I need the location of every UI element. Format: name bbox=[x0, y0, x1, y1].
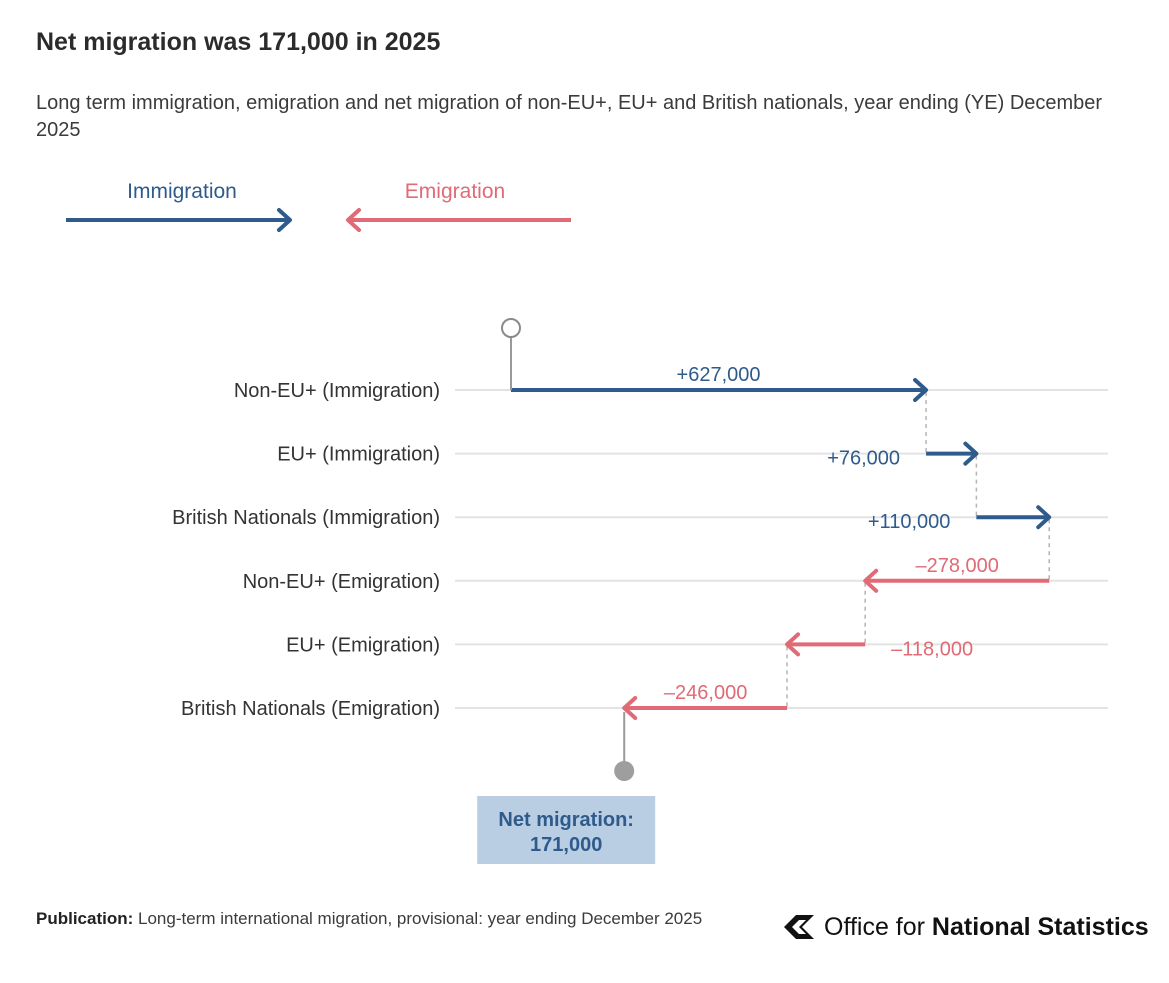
legend-emigration-label: Emigration bbox=[405, 180, 505, 203]
legend-immigration-label: Immigration bbox=[127, 180, 237, 203]
publication-text: Long-term international migration, provi… bbox=[138, 909, 703, 928]
net-migration-label: Net migration: bbox=[498, 809, 634, 831]
waterfall-arrowhead-1 bbox=[913, 378, 929, 402]
value-label-2: +76,000 bbox=[827, 448, 900, 470]
publication-note: Publication: Long-term international mig… bbox=[36, 906, 766, 932]
ons-logo-icon bbox=[784, 915, 814, 939]
logo-text-light: Office for bbox=[824, 912, 925, 941]
start-marker bbox=[501, 318, 521, 338]
category-label: Non-EU+ (Immigration) bbox=[234, 380, 440, 402]
category-labels: Non-EU+ (Immigration) EU+ (Immigration) Br… bbox=[172, 380, 440, 720]
waterfall-arrowhead-3 bbox=[1036, 505, 1052, 530]
chart-title: Net migration was 171,000 in 2025 bbox=[36, 28, 441, 56]
legend-immigration-arrow bbox=[66, 208, 292, 232]
waterfall-arrowhead-5 bbox=[785, 632, 801, 657]
waterfall-arrowhead-4 bbox=[863, 568, 879, 593]
net-migration-value: 171,000 bbox=[530, 834, 602, 856]
logo-text-bold: National Statistics bbox=[931, 912, 1149, 941]
gridlines bbox=[455, 389, 1108, 709]
category-label: British Nationals (Emigration) bbox=[181, 698, 440, 720]
net-marker bbox=[614, 761, 635, 781]
waterfall-arrowhead-2 bbox=[963, 441, 979, 466]
category-label: Non-EU+ (Emigration) bbox=[243, 571, 440, 593]
chart-subtitle: Long term immigration, emigration and ne… bbox=[36, 92, 1103, 141]
category-label: EU+ (Immigration) bbox=[277, 444, 440, 466]
value-label-3: +110,000 bbox=[868, 511, 951, 533]
waterfall-chart: Immigration Emigration Non-EU+ (Immigrat… bbox=[66, 180, 1108, 864]
legend-immigration-arrow-head bbox=[277, 208, 292, 232]
value-label-1: +627,000 bbox=[677, 364, 761, 386]
waterfall-arrowhead-6 bbox=[622, 696, 638, 720]
value-label-4: –278,000 bbox=[915, 555, 998, 577]
ons-logo: Office for National Statistics bbox=[782, 912, 1149, 942]
legend-emigration-arrow-head bbox=[346, 208, 361, 232]
category-label: EU+ (Emigration) bbox=[286, 634, 440, 656]
publication-label: Publication: bbox=[36, 909, 134, 928]
net-migration-marker: Net migration: 171,000 bbox=[477, 318, 656, 864]
net-migration-box bbox=[477, 796, 656, 864]
legend: Immigration Emigration bbox=[66, 180, 571, 232]
legend-emigration-arrow bbox=[346, 208, 571, 232]
value-labels: +627,000 +76,000 +110,000 –278,000 –118,000 –… bbox=[664, 364, 999, 704]
value-label-6: –246,000 bbox=[664, 682, 747, 704]
waterfall-arrows bbox=[511, 378, 1052, 720]
value-label-5: –118,000 bbox=[891, 638, 973, 660]
category-label: British Nationals (Immigration) bbox=[172, 507, 440, 529]
step-connectors bbox=[786, 392, 1050, 708]
